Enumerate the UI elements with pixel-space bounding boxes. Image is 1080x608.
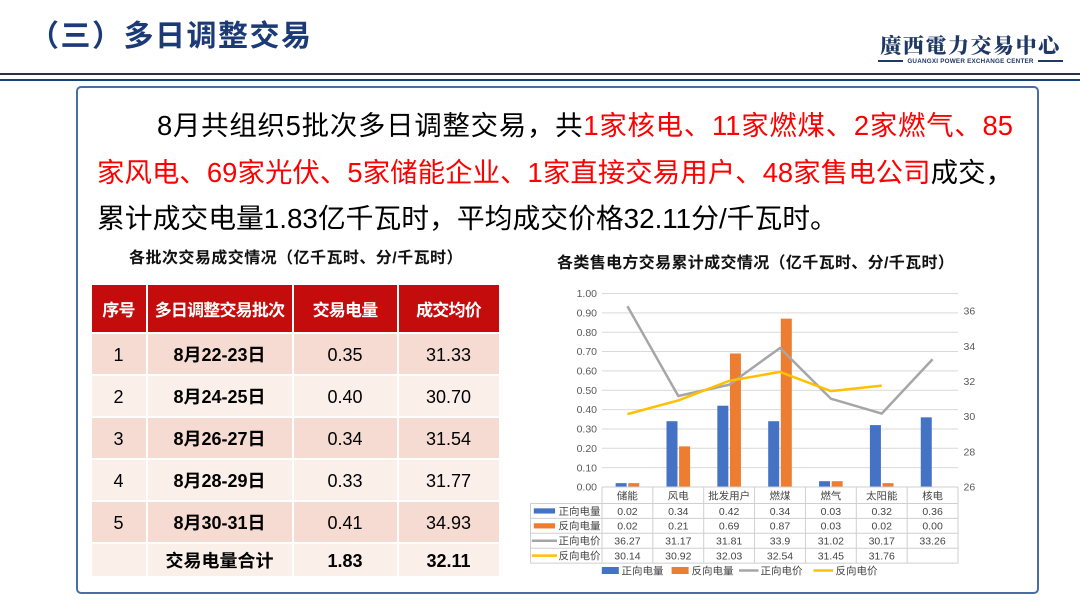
svg-text:正向电量: 正向电量 [622, 563, 664, 578]
svg-text:燃煤: 燃煤 [770, 488, 791, 503]
svg-text:0.34: 0.34 [770, 504, 791, 519]
svg-text:反向电量: 反向电量 [559, 519, 601, 534]
svg-text:0.80: 0.80 [577, 325, 598, 340]
svg-text:31.81: 31.81 [716, 534, 742, 549]
svg-text:0.00: 0.00 [922, 519, 943, 534]
svg-text:31.76: 31.76 [869, 548, 895, 563]
svg-text:0.40: 0.40 [577, 402, 598, 417]
svg-text:33.26: 33.26 [919, 534, 945, 549]
svg-text:正向电价: 正向电价 [761, 563, 803, 578]
svg-text:36.27: 36.27 [614, 534, 640, 549]
svg-text:0.70: 0.70 [577, 344, 598, 359]
svg-text:0.03: 0.03 [821, 504, 842, 519]
svg-text:0.00: 0.00 [577, 480, 598, 495]
svg-text:反向电价: 反向电价 [836, 563, 878, 578]
svg-text:储能: 储能 [617, 488, 638, 503]
svg-text:风电: 风电 [668, 488, 689, 503]
svg-text:燃气: 燃气 [820, 488, 841, 503]
svg-text:0.69: 0.69 [719, 519, 740, 534]
svg-text:批发用户: 批发用户 [708, 488, 750, 503]
svg-text:31.02: 31.02 [818, 534, 844, 549]
svg-text:31.45: 31.45 [818, 548, 844, 563]
svg-text:36: 36 [964, 304, 976, 319]
svg-text:0.36: 0.36 [922, 504, 943, 519]
svg-text:反向电量: 反向电量 [692, 563, 734, 578]
svg-text:正向电价: 正向电价 [559, 534, 601, 549]
svg-text:33.9: 33.9 [770, 534, 791, 549]
svg-text:反向电价: 反向电价 [559, 548, 601, 563]
svg-text:0.30: 0.30 [577, 422, 598, 437]
svg-text:0.60: 0.60 [577, 364, 598, 379]
svg-text:32.03: 32.03 [716, 548, 742, 563]
svg-text:30: 30 [964, 409, 976, 424]
svg-text:0.20: 0.20 [577, 441, 598, 456]
svg-text:34: 34 [964, 339, 976, 354]
svg-text:0.42: 0.42 [719, 504, 740, 519]
svg-text:正向电量: 正向电量 [559, 504, 601, 519]
svg-text:32.54: 32.54 [767, 548, 793, 563]
svg-text:0.02: 0.02 [871, 519, 892, 534]
svg-text:32: 32 [964, 374, 976, 389]
svg-text:31.17: 31.17 [665, 534, 691, 549]
svg-text:核电: 核电 [922, 488, 943, 503]
svg-text:0.03: 0.03 [821, 519, 842, 534]
svg-text:0.10: 0.10 [577, 460, 598, 475]
svg-text:0.87: 0.87 [770, 519, 791, 534]
svg-text:28: 28 [964, 444, 976, 459]
svg-text:30.92: 30.92 [665, 548, 691, 563]
svg-text:0.34: 0.34 [668, 504, 689, 519]
svg-text:30.14: 30.14 [614, 548, 640, 563]
svg-text:太阳能: 太阳能 [866, 488, 898, 503]
svg-text:30.17: 30.17 [869, 534, 895, 549]
svg-text:0.02: 0.02 [617, 519, 638, 534]
svg-text:0.21: 0.21 [668, 519, 689, 534]
svg-text:0.90: 0.90 [577, 305, 598, 320]
svg-text:26: 26 [964, 480, 976, 495]
svg-text:0.50: 0.50 [577, 383, 598, 398]
svg-text:0.32: 0.32 [871, 504, 892, 519]
svg-text:1.00: 1.00 [577, 286, 598, 301]
svg-text:0.02: 0.02 [617, 504, 638, 519]
